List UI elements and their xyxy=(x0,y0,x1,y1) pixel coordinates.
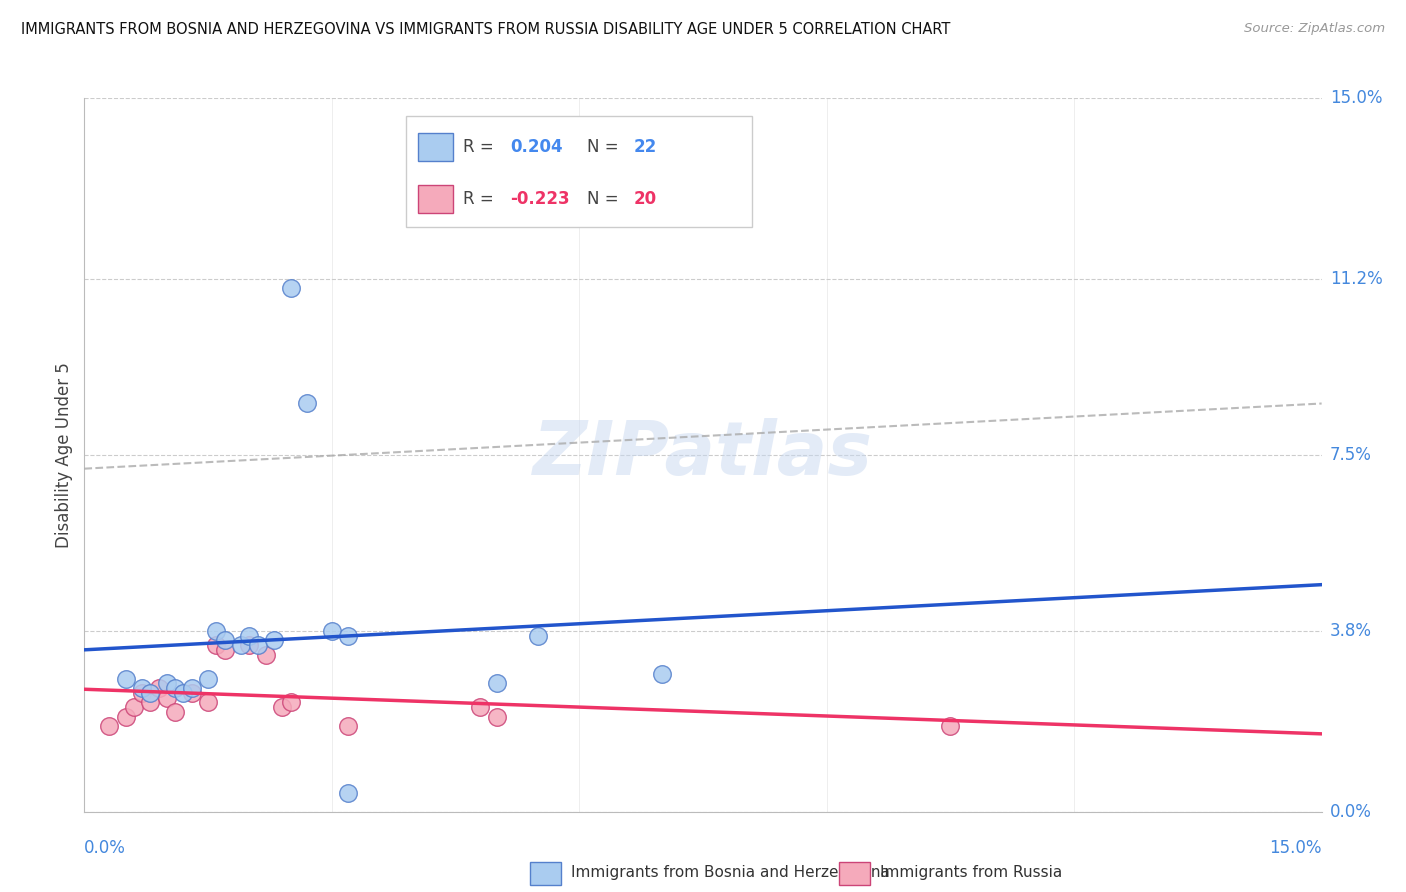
Point xyxy=(156,690,179,705)
Text: Immigrants from Bosnia and Herzegovina: Immigrants from Bosnia and Herzegovina xyxy=(571,865,890,880)
Point xyxy=(238,638,260,652)
Text: IMMIGRANTS FROM BOSNIA AND HERZEGOVINA VS IMMIGRANTS FROM RUSSIA DISABILITY AGE : IMMIGRANTS FROM BOSNIA AND HERZEGOVINA V… xyxy=(21,22,950,37)
Point xyxy=(485,709,508,723)
Point xyxy=(197,695,219,709)
Point xyxy=(180,681,202,695)
Text: 7.5%: 7.5% xyxy=(1330,446,1372,464)
Text: R =: R = xyxy=(463,138,499,156)
Point xyxy=(337,719,360,733)
Point xyxy=(197,672,219,686)
Point xyxy=(139,686,162,700)
Point xyxy=(165,681,187,695)
Point xyxy=(214,633,236,648)
Y-axis label: Disability Age Under 5: Disability Age Under 5 xyxy=(55,362,73,548)
Point xyxy=(122,700,145,714)
Point xyxy=(156,676,179,690)
Point xyxy=(205,624,228,638)
Point xyxy=(114,709,136,723)
Point xyxy=(939,719,962,733)
Bar xyxy=(406,116,752,227)
Text: 3.8%: 3.8% xyxy=(1330,622,1372,640)
Point xyxy=(321,624,343,638)
Point xyxy=(280,281,302,295)
Bar xyxy=(839,863,870,885)
Text: 0.204: 0.204 xyxy=(510,138,562,156)
Text: 0.0%: 0.0% xyxy=(1330,803,1372,821)
Point xyxy=(337,786,360,800)
Point xyxy=(254,648,277,662)
Text: Source: ZipAtlas.com: Source: ZipAtlas.com xyxy=(1244,22,1385,36)
Point xyxy=(238,629,260,643)
Point xyxy=(180,686,202,700)
Point xyxy=(131,686,153,700)
Point xyxy=(337,629,360,643)
Text: R =: R = xyxy=(463,190,499,208)
Text: 11.2%: 11.2% xyxy=(1330,270,1382,288)
Text: N =: N = xyxy=(586,138,624,156)
Point xyxy=(470,700,492,714)
Text: N =: N = xyxy=(586,190,624,208)
Text: 15.0%: 15.0% xyxy=(1330,89,1382,107)
Point xyxy=(651,666,673,681)
Point xyxy=(131,681,153,695)
Point xyxy=(114,672,136,686)
Point xyxy=(98,719,121,733)
Point xyxy=(165,705,187,719)
Point xyxy=(271,700,294,714)
Text: 22: 22 xyxy=(634,138,657,156)
Point xyxy=(205,638,228,652)
Point xyxy=(246,638,269,652)
Text: 15.0%: 15.0% xyxy=(1270,839,1322,857)
Point xyxy=(214,643,236,657)
Point xyxy=(139,695,162,709)
Point xyxy=(229,638,252,652)
Bar xyxy=(530,863,561,885)
Text: Immigrants from Russia: Immigrants from Russia xyxy=(880,865,1062,880)
Point xyxy=(148,681,170,695)
Point xyxy=(280,695,302,709)
Point xyxy=(295,395,318,409)
Bar xyxy=(419,185,453,213)
Point xyxy=(172,686,194,700)
Point xyxy=(263,633,285,648)
Point xyxy=(527,629,550,643)
Text: 0.0%: 0.0% xyxy=(84,839,127,857)
Text: 20: 20 xyxy=(634,190,657,208)
Point xyxy=(485,676,508,690)
Bar xyxy=(419,133,453,161)
Text: -0.223: -0.223 xyxy=(510,190,569,208)
Text: ZIPatlas: ZIPatlas xyxy=(533,418,873,491)
